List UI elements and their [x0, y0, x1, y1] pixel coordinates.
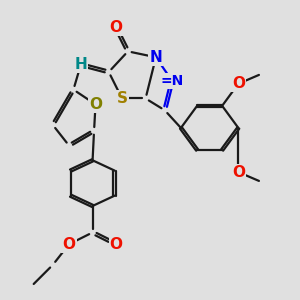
Text: O: O	[110, 237, 123, 252]
Text: O: O	[232, 165, 245, 180]
Text: O: O	[62, 237, 76, 252]
Text: =N: =N	[160, 74, 184, 88]
Text: O: O	[89, 97, 102, 112]
Text: O: O	[232, 76, 245, 91]
Text: S: S	[116, 91, 128, 106]
Text: H: H	[74, 57, 87, 72]
Text: O: O	[110, 20, 123, 35]
Text: N: N	[149, 50, 162, 65]
